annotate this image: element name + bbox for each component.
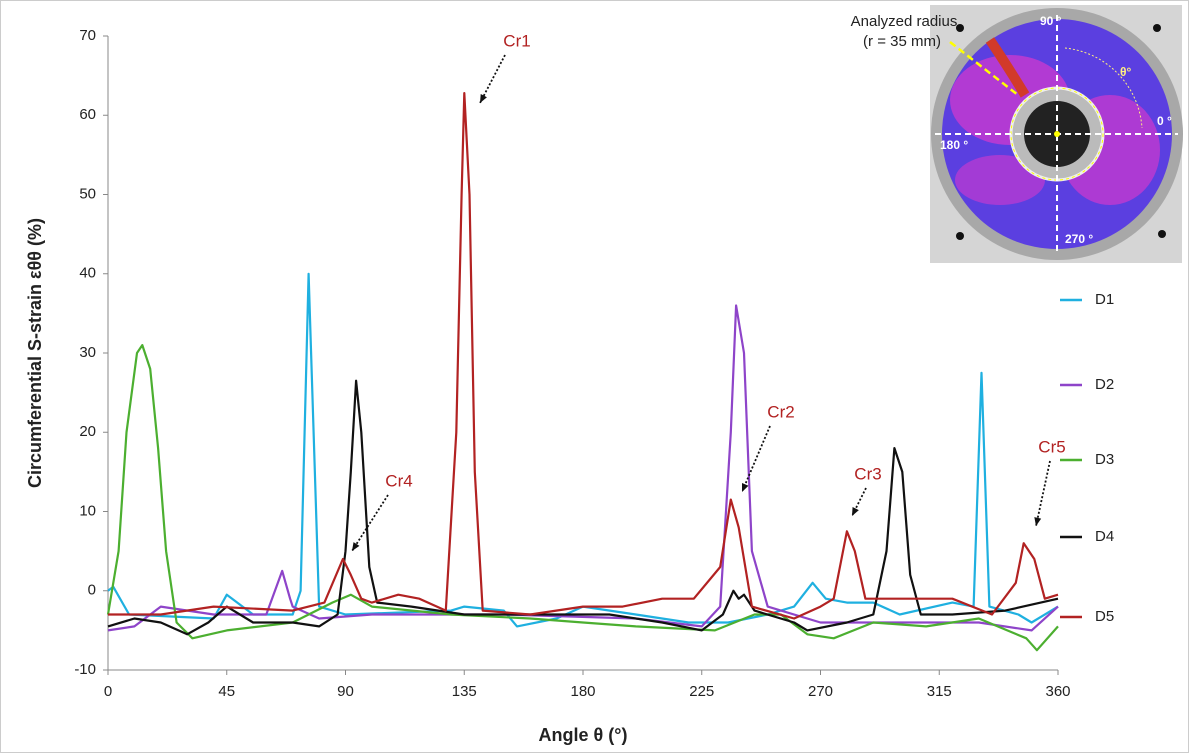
y-tick-label: 30 [79,344,96,361]
series-line [108,92,1059,620]
x-tick-label: 180 [570,683,595,700]
annotation-arrowhead [352,542,360,551]
inset-photo [930,5,1183,263]
x-tick-label: 225 [689,683,714,700]
inset-label: Analyzed radius [851,13,958,30]
x-tick-label: 135 [452,683,477,700]
annotation-arrow [479,54,506,104]
annotation-arrowhead [1034,517,1042,526]
inset-label: (r = 35 mm) [863,33,941,50]
legend-label: D3 [1095,451,1114,468]
y-tick-label: 0 [88,582,96,599]
annotation-arrow [851,487,867,517]
x-tick-label: 270 [808,683,833,700]
annotation: Cr2 [767,402,794,421]
annotation: Cr4 [385,471,412,490]
y-tick-label: 60 [79,106,96,123]
annotation-arrowhead [852,507,859,516]
series-line [107,272,1059,628]
y-tick-label: 70 [79,27,96,44]
x-tick-label: 360 [1045,683,1070,700]
legend-label: D4 [1095,528,1114,545]
y-tick-label: 40 [79,265,96,282]
inset-label: 180 ° [940,138,968,152]
x-axis-title: Angle θ (°) [539,725,628,745]
legend-label: D2 [1095,376,1114,393]
annotation-arrow [1035,460,1051,527]
x-tick-label: 0 [104,683,112,700]
legend-label: D5 [1095,608,1114,625]
annotation-arrow [351,494,389,552]
legend-label: D1 [1095,291,1114,308]
x-tick-label: 90 [337,683,354,700]
annotation-arrowhead [480,94,487,103]
series-line [107,379,1059,636]
y-tick-label: 50 [79,185,96,202]
y-tick-label: 10 [79,502,96,519]
series-line [107,304,1059,632]
x-tick-label: 45 [218,683,235,700]
annotation: Cr5 [1038,437,1065,456]
inset-label: 270 ° [1065,232,1093,246]
series-line [106,344,1059,652]
y-axis-title: Circumferential S-strain εθθ (%) [25,218,45,488]
x-tick-label: 315 [927,683,952,700]
inset-label: 90 ° [1040,14,1062,28]
y-tick-label: 20 [79,423,96,440]
annotation: Cr3 [854,464,881,483]
inset-label: 0 ° [1157,114,1172,128]
annotation-arrowhead [742,483,749,492]
annotation: Cr1 [503,31,530,50]
y-tick-label: -10 [74,661,96,678]
inset-label: θ° [1120,65,1131,79]
